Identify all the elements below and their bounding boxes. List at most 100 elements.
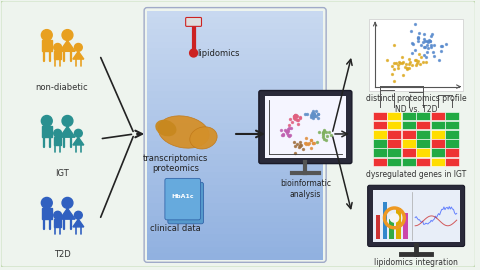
Point bbox=[399, 72, 407, 77]
Bar bbox=[417, 130, 431, 139]
Polygon shape bbox=[73, 51, 84, 59]
Point bbox=[408, 51, 416, 55]
Point bbox=[319, 130, 327, 134]
Point bbox=[309, 140, 317, 145]
Text: IGT: IGT bbox=[55, 168, 69, 177]
Point bbox=[293, 118, 301, 123]
Point bbox=[293, 113, 300, 117]
Bar bbox=[147, 104, 323, 111]
Point bbox=[420, 32, 428, 36]
Bar bbox=[265, 96, 346, 158]
Point bbox=[302, 142, 310, 146]
Point bbox=[423, 43, 431, 47]
Bar bbox=[417, 112, 431, 120]
Bar bbox=[417, 158, 431, 166]
Point bbox=[396, 61, 404, 65]
Point bbox=[320, 128, 328, 132]
Point bbox=[423, 39, 431, 43]
Point bbox=[312, 114, 320, 119]
Point bbox=[426, 39, 434, 43]
Point bbox=[319, 135, 327, 139]
Bar bbox=[147, 123, 323, 130]
Point bbox=[420, 59, 427, 64]
Point bbox=[402, 62, 410, 66]
Bar bbox=[147, 247, 323, 254]
Bar bbox=[147, 210, 323, 217]
Bar bbox=[417, 139, 431, 148]
Point bbox=[411, 48, 419, 52]
Point bbox=[302, 141, 310, 145]
Point bbox=[304, 141, 312, 146]
Bar bbox=[431, 158, 445, 166]
Bar bbox=[147, 234, 323, 242]
Point bbox=[399, 60, 407, 64]
Point bbox=[430, 54, 438, 58]
Point bbox=[284, 133, 292, 137]
Bar bbox=[417, 148, 431, 157]
Point bbox=[314, 116, 322, 120]
Point bbox=[288, 120, 296, 124]
Point bbox=[414, 36, 422, 40]
Point bbox=[290, 115, 298, 119]
Text: lipidomics integration: lipidomics integration bbox=[374, 258, 458, 267]
Point bbox=[309, 114, 316, 118]
Bar bbox=[387, 130, 401, 139]
Circle shape bbox=[41, 197, 52, 208]
Point bbox=[430, 50, 437, 54]
Bar bbox=[147, 17, 323, 24]
Point bbox=[291, 117, 299, 122]
Point bbox=[422, 55, 430, 59]
FancyBboxPatch shape bbox=[0, 1, 476, 267]
Bar bbox=[147, 141, 323, 148]
Point bbox=[313, 140, 321, 144]
Bar bbox=[387, 121, 401, 129]
FancyBboxPatch shape bbox=[186, 18, 202, 26]
Point bbox=[437, 43, 445, 48]
Bar bbox=[147, 197, 323, 204]
Point bbox=[390, 43, 398, 48]
Point bbox=[390, 79, 398, 83]
Point bbox=[296, 143, 304, 147]
Bar bbox=[387, 158, 401, 166]
Point bbox=[413, 60, 421, 65]
Bar bbox=[147, 147, 323, 155]
Point bbox=[390, 61, 398, 65]
Bar bbox=[373, 112, 387, 120]
Point bbox=[296, 140, 304, 144]
Point bbox=[403, 66, 411, 70]
Bar bbox=[147, 54, 323, 61]
Point bbox=[290, 113, 298, 118]
Bar bbox=[445, 130, 459, 139]
Point bbox=[312, 109, 320, 113]
Bar bbox=[147, 228, 323, 235]
Bar bbox=[403, 212, 408, 239]
Bar bbox=[445, 158, 459, 166]
Point bbox=[316, 129, 324, 134]
Bar bbox=[147, 23, 323, 30]
Bar bbox=[147, 129, 323, 136]
Bar bbox=[373, 148, 387, 157]
Bar bbox=[42, 208, 52, 219]
Point bbox=[415, 39, 422, 43]
Circle shape bbox=[54, 211, 61, 219]
Bar bbox=[431, 139, 445, 148]
Bar bbox=[147, 60, 323, 68]
Text: clinical data: clinical data bbox=[150, 224, 201, 233]
Point bbox=[302, 136, 310, 140]
Point bbox=[416, 62, 423, 66]
Point bbox=[411, 22, 419, 26]
Text: non-diabetic: non-diabetic bbox=[36, 83, 88, 92]
Circle shape bbox=[62, 30, 73, 40]
Bar bbox=[431, 130, 445, 139]
Bar bbox=[147, 66, 323, 74]
Point bbox=[412, 58, 420, 62]
Point bbox=[297, 116, 304, 121]
Point bbox=[436, 58, 444, 62]
Point bbox=[311, 140, 318, 145]
Text: bioinformatic
analysis: bioinformatic analysis bbox=[280, 179, 331, 199]
Polygon shape bbox=[73, 219, 84, 227]
Bar bbox=[445, 148, 459, 157]
Bar bbox=[402, 121, 416, 129]
Point bbox=[314, 112, 322, 116]
Bar bbox=[445, 112, 459, 120]
